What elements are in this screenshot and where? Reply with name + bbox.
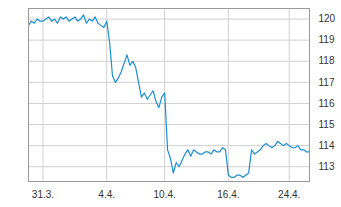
svg-text:118: 118 [319, 55, 335, 66]
svg-text:114: 114 [319, 140, 335, 151]
svg-text:113: 113 [319, 161, 335, 172]
svg-text:119: 119 [319, 34, 335, 45]
svg-text:4.4.: 4.4. [98, 189, 115, 200]
svg-text:16.4.: 16.4. [217, 189, 239, 200]
svg-text:120: 120 [319, 13, 336, 24]
svg-text:10.4.: 10.4. [154, 189, 176, 200]
svg-text:116: 116 [319, 98, 335, 109]
svg-text:31.3.: 31.3. [32, 189, 54, 200]
svg-text:24.4.: 24.4. [278, 189, 300, 200]
svg-text:117: 117 [319, 77, 335, 88]
svg-text:115: 115 [319, 119, 335, 130]
